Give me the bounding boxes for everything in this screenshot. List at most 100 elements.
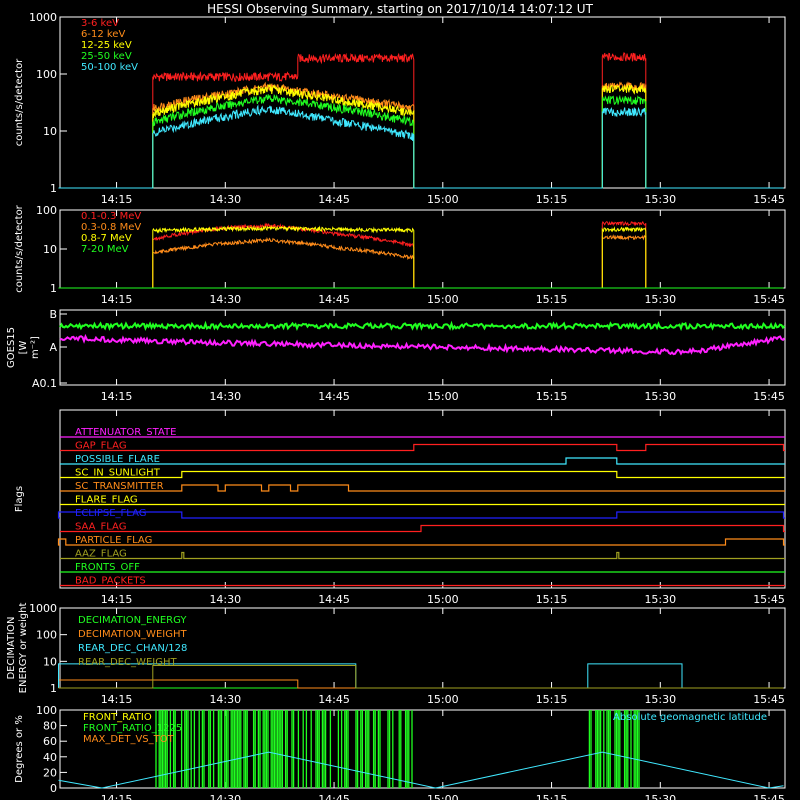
y-tick-label: 10 bbox=[43, 243, 57, 256]
x-tick-label: 14:30 bbox=[209, 390, 241, 403]
x-tick-label: 15:15 bbox=[536, 293, 568, 306]
panel-5: 14:15 14:30 14:45 15:00 15:15 15:30 15:45 DECIM… bbox=[6, 602, 786, 706]
series-line bbox=[58, 93, 784, 189]
series-line bbox=[59, 320, 786, 332]
x-tick-label: 15:30 bbox=[644, 193, 676, 206]
y-axis-label: Flags bbox=[14, 486, 25, 512]
flag-line bbox=[60, 484, 785, 492]
panel-1: 14:15 14:30 14:45 15:00 15:15 15:30 15:45 count… bbox=[14, 11, 786, 206]
x-tick-label: 14:45 bbox=[318, 293, 350, 306]
series-line bbox=[58, 234, 784, 289]
x-tick-label: 14:30 bbox=[209, 793, 241, 800]
x-tick-label: 15:00 bbox=[427, 193, 459, 206]
y-tick-label: 40 bbox=[43, 751, 57, 764]
legend-entry: 6-12 keV bbox=[81, 29, 125, 40]
series-line bbox=[59, 333, 786, 356]
y-tick-label: A bbox=[49, 341, 57, 354]
plot-frame bbox=[59, 409, 786, 589]
plot-frame bbox=[59, 709, 786, 789]
y-tick-label: 10 bbox=[43, 125, 57, 138]
x-tick-label: 15:00 bbox=[427, 793, 459, 800]
latitude-line bbox=[58, 751, 784, 789]
legend-entry: REAR_DEC_WEIGHT bbox=[78, 657, 177, 668]
chart-title: HESSI Observing Summary, starting on 201… bbox=[207, 2, 593, 16]
flag-line bbox=[57, 538, 785, 546]
y-axis-label: [W bbox=[18, 340, 29, 354]
y-tick-label: 80 bbox=[43, 720, 57, 733]
x-tick-label: 14:30 bbox=[209, 593, 241, 606]
flag-label: FLARE_FLAG bbox=[75, 495, 138, 506]
flag-label: SAA_FLAG bbox=[75, 522, 126, 533]
y-tick-label: 20 bbox=[43, 766, 57, 779]
series-line bbox=[58, 104, 784, 189]
y-axis-label: counts/s/detector bbox=[14, 58, 25, 146]
x-tick-label: 15:45 bbox=[753, 293, 785, 306]
y-tick-label: 0 bbox=[50, 782, 57, 795]
x-tick-label: 15:30 bbox=[644, 293, 676, 306]
x-tick-label: 15:15 bbox=[536, 793, 568, 800]
flag-label: BAD_PACKETS bbox=[75, 576, 146, 587]
flag-line bbox=[57, 511, 785, 519]
legend-entry: 7-20 MeV bbox=[81, 244, 129, 255]
y-axis-label: ENERGY or weight bbox=[18, 603, 29, 694]
series-line bbox=[58, 81, 784, 189]
y-axis-label: DECIMATION bbox=[6, 616, 17, 679]
legend-entry: 0.3-0.8 MeV bbox=[81, 222, 141, 233]
y-tick-label: 100 bbox=[36, 68, 57, 81]
y-tick-label: A0.1 bbox=[32, 377, 57, 390]
flag-label: PARTICLE_FLAG bbox=[75, 535, 152, 546]
x-tick-label: 15:00 bbox=[427, 693, 459, 706]
x-tick-label: 15:45 bbox=[753, 793, 785, 800]
y-tick-label: 10 bbox=[43, 655, 57, 668]
series-line bbox=[58, 220, 784, 289]
legend-entry: 3-6 keV bbox=[81, 18, 119, 29]
x-tick-label: 14:45 bbox=[318, 390, 350, 403]
panel-2: 14:15 14:30 14:45 15:00 15:15 15:30 15:45 count… bbox=[14, 204, 786, 306]
flag-label: ECLIPSE_FLAG bbox=[75, 508, 146, 519]
x-tick-label: 15:00 bbox=[427, 390, 459, 403]
x-tick-label: 14:45 bbox=[318, 793, 350, 800]
flag-line bbox=[60, 470, 785, 479]
x-tick-label: 15:30 bbox=[644, 693, 676, 706]
x-tick-label: 14:15 bbox=[101, 293, 133, 306]
flag-label: SC_IN_SUNLIGHT bbox=[75, 468, 161, 479]
flag-label: POSSIBLE_FLARE bbox=[75, 454, 160, 465]
legend-entry: MAX_DET_VS_TOT bbox=[83, 734, 175, 745]
legend-entry: 50-100 keV bbox=[81, 62, 138, 73]
x-tick-label: 14:45 bbox=[318, 693, 350, 706]
flag-label: SC_TRANSMITTER bbox=[75, 481, 164, 492]
x-tick-label: 14:45 bbox=[318, 193, 350, 206]
y-axis-label: GOES15 bbox=[6, 327, 17, 368]
flag-line bbox=[60, 524, 785, 533]
x-tick-label: 15:45 bbox=[753, 693, 785, 706]
x-tick-label: 15:00 bbox=[427, 593, 459, 606]
y-tick-label: 1 bbox=[50, 682, 57, 695]
series-line bbox=[58, 665, 784, 689]
y-tick-label: 1000 bbox=[29, 11, 57, 24]
y-tick-label: B bbox=[49, 308, 57, 321]
latitude-annotation: Absolute geomagnetic latitude bbox=[613, 712, 767, 723]
x-tick-label: 14:30 bbox=[209, 193, 241, 206]
legend-entry: 25-50 keV bbox=[81, 51, 132, 62]
flag-label: AAZ_FLAG bbox=[75, 549, 127, 560]
legend-entry: DECIMATION_WEIGHT bbox=[78, 629, 187, 640]
panel-4: 14:15 14:30 14:45 15:00 15:15 15:30 15:45 Flags… bbox=[14, 409, 786, 606]
flag-line bbox=[60, 551, 785, 560]
x-tick-label: 15:45 bbox=[753, 390, 785, 403]
series-line bbox=[58, 83, 784, 189]
flag-line bbox=[60, 457, 785, 465]
y-tick-label: 100 bbox=[36, 204, 57, 217]
legend-entry: 0.8-7 MeV bbox=[81, 233, 132, 244]
series-line bbox=[58, 679, 784, 689]
y-axis-label: counts/s/detector bbox=[14, 204, 25, 292]
x-tick-label: 14:15 bbox=[101, 193, 133, 206]
legend-entry: FRONT_RATIO_1225 bbox=[83, 723, 182, 734]
legend-entry: DECIMATION_ENERGY bbox=[78, 615, 187, 626]
x-tick-label: 14:30 bbox=[209, 693, 241, 706]
flag-line bbox=[60, 443, 785, 452]
series-line bbox=[58, 224, 784, 289]
x-tick-label: 15:15 bbox=[536, 193, 568, 206]
x-tick-label: 15:30 bbox=[644, 390, 676, 403]
x-tick-label: 15:15 bbox=[536, 390, 568, 403]
